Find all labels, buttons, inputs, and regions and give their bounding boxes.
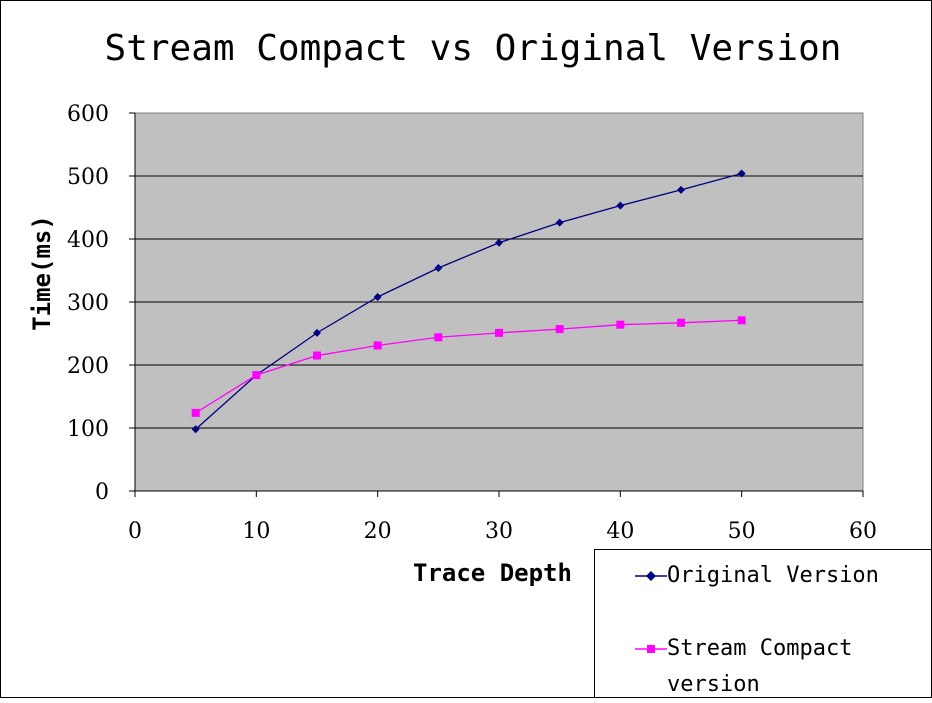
data-point-0: [616, 201, 625, 210]
x-tick-label: 0: [128, 519, 142, 544]
y-tick-label: 0: [95, 480, 109, 505]
data-point-0: [495, 238, 503, 247]
series-line-1: [195, 319, 742, 414]
data-point-0: [434, 263, 443, 272]
legend-swatch-stream-compact: [635, 645, 667, 653]
data-point-1: [555, 325, 564, 334]
data-point-0: [191, 425, 200, 434]
data-point-0: [313, 328, 321, 337]
legend-swatch-original: [635, 571, 667, 581]
data-point-1: [495, 328, 503, 337]
data-point-0: [677, 185, 685, 194]
legend: Original Version Stream Compact version: [594, 549, 932, 698]
x-tick-label: 20: [364, 519, 392, 544]
data-point-1: [616, 320, 625, 329]
legend-label-original: Original Version: [667, 563, 879, 588]
data-point-1: [191, 408, 200, 417]
data-point-1: [313, 351, 321, 360]
x-tick-label: 60: [849, 519, 877, 544]
legend-item-original: Original Version: [635, 558, 897, 594]
data-point-0: [737, 169, 746, 178]
y-tick-label: 400: [67, 228, 109, 253]
y-tick-label: 500: [67, 165, 109, 190]
x-tick-label: 50: [728, 519, 756, 544]
y-tick-label: 100: [67, 417, 109, 442]
chart-title: Stream Compact vs Original Version: [104, 28, 842, 69]
x-axis-label: Trace Depth: [413, 559, 572, 587]
x-tick-label: 30: [485, 519, 513, 544]
x-tick-label: 10: [242, 519, 270, 544]
data-point-1: [434, 333, 443, 342]
data-point-1: [737, 316, 746, 325]
data-point-1: [373, 341, 382, 350]
x-tick-label: 40: [606, 519, 634, 544]
y-tick-label: 300: [67, 291, 109, 316]
legend-label-stream-compact: Stream Compact version: [667, 636, 853, 697]
y-axis-label: Time(ms): [28, 215, 56, 331]
data-point-0: [373, 292, 382, 301]
y-tick-label: 600: [67, 102, 109, 127]
y-tick-label: 200: [67, 354, 109, 379]
data-point-1: [677, 318, 685, 327]
series-line-0: [195, 172, 742, 430]
data-point-0: [555, 218, 564, 227]
legend-item-stream-compact: Stream Compact version: [635, 631, 897, 703]
data-point-1: [252, 371, 261, 380]
